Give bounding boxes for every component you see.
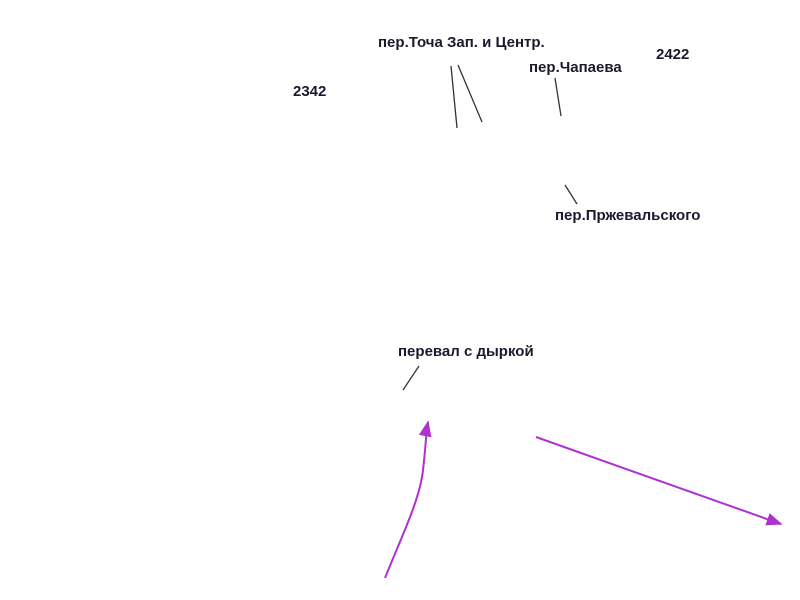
leader-line [450,65,458,129]
pass-label: пер.Пржевальского [555,207,700,224]
elevation-label: 2342 [293,83,326,100]
pass-label: перевал с дыркой [398,343,534,360]
pass-label: пер.Точа Зап. и Центр. [378,34,545,51]
elevation-label: 2422 [656,46,689,63]
leader-line [457,64,483,123]
leader-line [402,365,420,391]
leader-line [564,184,578,205]
route-arrow [384,420,432,579]
leader-line [554,77,562,117]
pass-label: пер.Чапаева [529,59,622,76]
route-arrow [535,436,783,526]
